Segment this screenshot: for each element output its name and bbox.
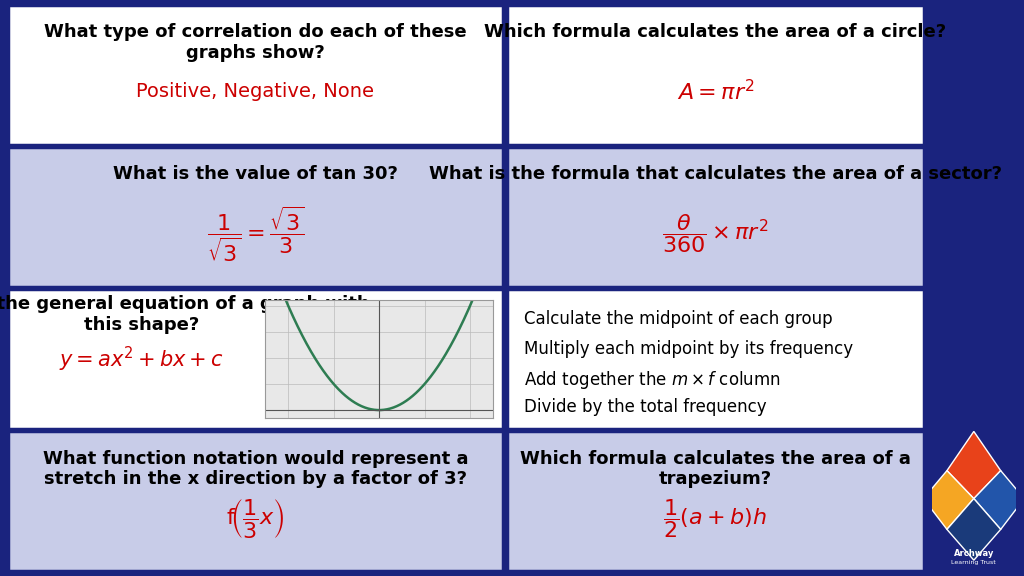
- Text: Which formula calculates the area of a circle?: Which formula calculates the area of a c…: [484, 23, 946, 41]
- Text: Archway: Archway: [953, 549, 994, 558]
- Polygon shape: [974, 471, 1024, 529]
- Text: What is the general equation of a graph with
this shape?: What is the general equation of a graph …: [0, 295, 370, 334]
- Text: What is the value of tan 30?: What is the value of tan 30?: [113, 165, 398, 183]
- Polygon shape: [947, 431, 1000, 499]
- Text: Which formula calculates the area of a
trapezium?: Which formula calculates the area of a t…: [520, 450, 910, 488]
- Polygon shape: [924, 471, 974, 529]
- Text: What is the formula that calculates the area of a sector?: What is the formula that calculates the …: [429, 165, 1001, 183]
- Text: $A = \pi r^2$: $A = \pi r^2$: [677, 79, 754, 104]
- Text: $\dfrac{1}{\sqrt{3}} = \dfrac{\sqrt{3}}{3}$: $\dfrac{1}{\sqrt{3}} = \dfrac{\sqrt{3}}{…: [207, 204, 304, 264]
- Text: What type of correlation do each of these
graphs show?: What type of correlation do each of thes…: [44, 23, 467, 62]
- Text: Divide by the total frequency: Divide by the total frequency: [523, 399, 766, 416]
- Text: $\dfrac{1}{2}(a + b)h$: $\dfrac{1}{2}(a + b)h$: [664, 497, 767, 540]
- Text: Add together the $m \times f$ column: Add together the $m \times f$ column: [523, 369, 780, 391]
- Text: $\dfrac{\theta}{360} \times \pi r^2$: $\dfrac{\theta}{360} \times \pi r^2$: [663, 212, 768, 255]
- Text: Multiply each midpoint by its frequency: Multiply each midpoint by its frequency: [523, 339, 853, 358]
- Text: Calculate the midpoint of each group: Calculate the midpoint of each group: [523, 310, 833, 328]
- Polygon shape: [947, 499, 1000, 560]
- Text: $\mathrm{f}\!\left(\dfrac{1}{3}x\right)$: $\mathrm{f}\!\left(\dfrac{1}{3}x\right)$: [226, 497, 285, 540]
- Text: Learning Trust: Learning Trust: [951, 560, 996, 566]
- Text: What function notation would represent a
stretch in the x direction by a factor : What function notation would represent a…: [43, 450, 468, 488]
- Text: $y = ax^2 + bx + c$: $y = ax^2 + bx + c$: [59, 344, 224, 374]
- Text: Positive, Negative, None: Positive, Negative, None: [136, 82, 375, 101]
